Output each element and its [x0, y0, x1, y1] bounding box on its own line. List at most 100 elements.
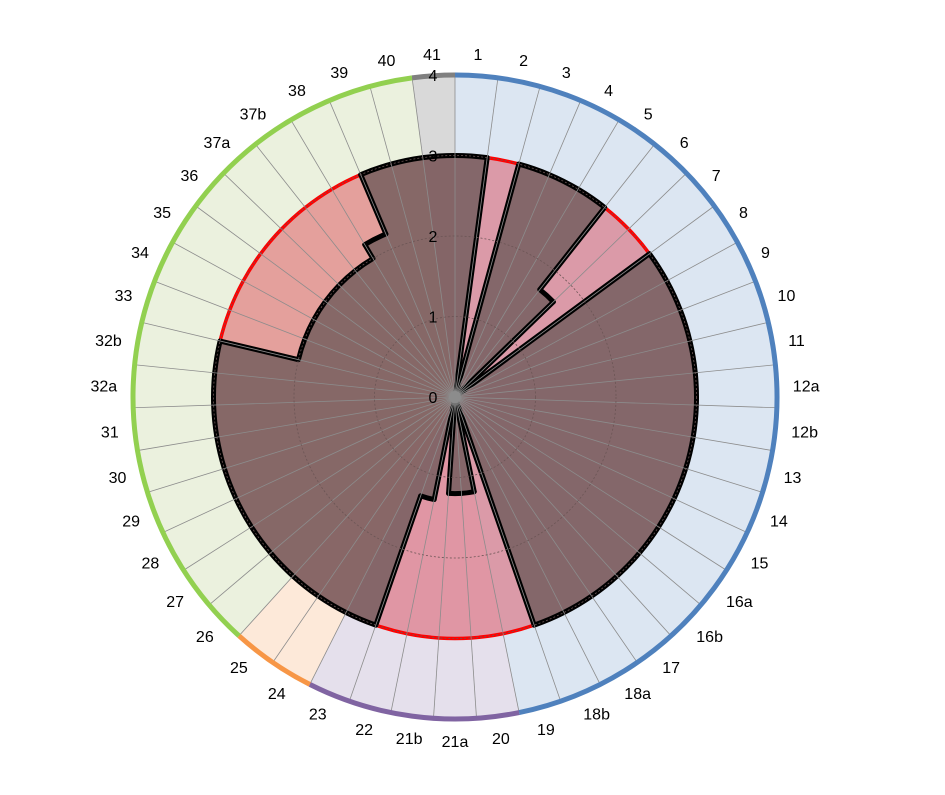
series-1-wedge — [455, 397, 686, 499]
sector-outer-arc — [454, 72, 780, 715]
series-1-wedge — [360, 164, 455, 397]
category-label: 11 — [788, 333, 805, 350]
series-1-wedge — [270, 397, 455, 577]
category-label: 21b — [396, 731, 423, 748]
grid-spoke — [238, 396, 456, 637]
sector-outer-arc — [237, 633, 311, 687]
category-label: 4 — [604, 83, 613, 100]
grid-spoke — [195, 205, 456, 398]
category-label: 14 — [770, 514, 788, 531]
category-label: 19 — [537, 722, 555, 739]
grid-spoke — [162, 396, 456, 533]
series-1-wedge — [391, 157, 455, 397]
series-1-wedge — [216, 397, 455, 469]
series-1-wedge — [325, 285, 455, 397]
series-0-wedge — [455, 229, 650, 397]
series-1-wedge — [224, 397, 455, 499]
series-1-wedge — [293, 397, 455, 597]
category-label: 6 — [680, 135, 689, 152]
radial-tick-label: 4 — [429, 68, 438, 85]
grid-spoke — [433, 396, 456, 719]
category-label: 37a — [204, 135, 231, 152]
category-label: 12b — [791, 424, 818, 441]
category-label: 26 — [196, 629, 214, 646]
series-1-wedge — [318, 397, 455, 613]
category-label: 16a — [726, 594, 753, 611]
category-label: 39 — [330, 65, 348, 82]
grid-spoke — [172, 241, 456, 398]
category-label: 18a — [624, 686, 651, 703]
series-1-wedge — [455, 253, 667, 397]
series-1-wedge — [346, 397, 455, 626]
grid-spoke — [349, 396, 456, 702]
category-label: 40 — [378, 53, 396, 70]
grid-spoke — [454, 364, 776, 398]
category-label: 10 — [778, 288, 796, 305]
series-1-wedge — [455, 397, 640, 577]
series-1-wedge — [455, 397, 592, 613]
category-label: 22 — [355, 722, 373, 739]
category-label: 24 — [268, 686, 286, 703]
category-label: 32a — [90, 379, 117, 396]
grid-spoke — [454, 396, 773, 451]
series-1-wedge — [313, 301, 455, 397]
series-1-wedge — [455, 397, 694, 469]
category-label: 8 — [739, 205, 748, 222]
sector-outer-arc — [411, 72, 456, 81]
grid-spoke — [255, 144, 456, 398]
category-label: 33 — [115, 288, 133, 305]
series-1-wedge — [455, 189, 605, 397]
sector-outer-arc — [308, 682, 520, 722]
series-1-wedge — [235, 397, 455, 527]
category-labels: 1 23456789101112a12b13141516a16b1718a18b1… — [90, 47, 819, 751]
category-label: 35 — [153, 205, 171, 222]
grid-spoke — [137, 396, 456, 451]
category-label: 16b — [696, 629, 723, 646]
category-label: 20 — [492, 731, 510, 748]
sector-outer-arc — [130, 75, 413, 638]
series-1 — [210, 152, 700, 628]
category-label: 17 — [662, 660, 680, 677]
category-label: 3 — [562, 65, 571, 82]
series-1-wedge — [455, 164, 550, 397]
category-label: 2 — [519, 53, 528, 70]
grid-ring — [374, 316, 536, 478]
category-label: 1 — [474, 47, 483, 64]
grid-spoke — [454, 396, 561, 702]
radial-tick-label: 2 — [429, 229, 438, 246]
grid-spoke — [454, 100, 582, 398]
series-1-wedge — [455, 174, 579, 397]
series-1-wedge — [355, 258, 455, 397]
series-1-wedge — [339, 270, 455, 397]
category-label: 25 — [230, 660, 248, 677]
series-1-wedge — [304, 319, 455, 397]
grid-spoke — [454, 241, 738, 398]
series-1-wedge — [455, 397, 659, 553]
category-label: 34 — [131, 245, 149, 262]
grid-spoke — [369, 86, 456, 398]
category-label: 13 — [784, 470, 802, 487]
category-label: 23 — [309, 707, 327, 724]
series-1-wedge — [298, 339, 455, 397]
series-1-wedge — [455, 397, 564, 626]
series-0-arc — [437, 636, 473, 641]
series-layer — [210, 152, 700, 641]
grid-spoke — [454, 396, 672, 637]
series-1-wedge — [213, 372, 455, 406]
grid-spoke — [141, 321, 456, 398]
grid-spoke — [454, 396, 638, 663]
category-label: 31 — [101, 424, 119, 441]
series-0-wedge — [438, 397, 472, 639]
category-label: 27 — [166, 594, 184, 611]
radial-tick-label: 0 — [429, 390, 438, 407]
category-label: 12a — [793, 379, 820, 396]
grid-spoke — [454, 77, 499, 398]
category-label: 29 — [122, 514, 140, 531]
category-label: 38 — [288, 83, 306, 100]
category-label: 41 — [423, 47, 441, 64]
category-label: 15 — [751, 555, 769, 572]
category-label: 5 — [644, 106, 653, 123]
category-label: 9 — [761, 245, 770, 262]
sector-outer-arcs — [130, 72, 780, 722]
center-hub — [449, 391, 461, 403]
